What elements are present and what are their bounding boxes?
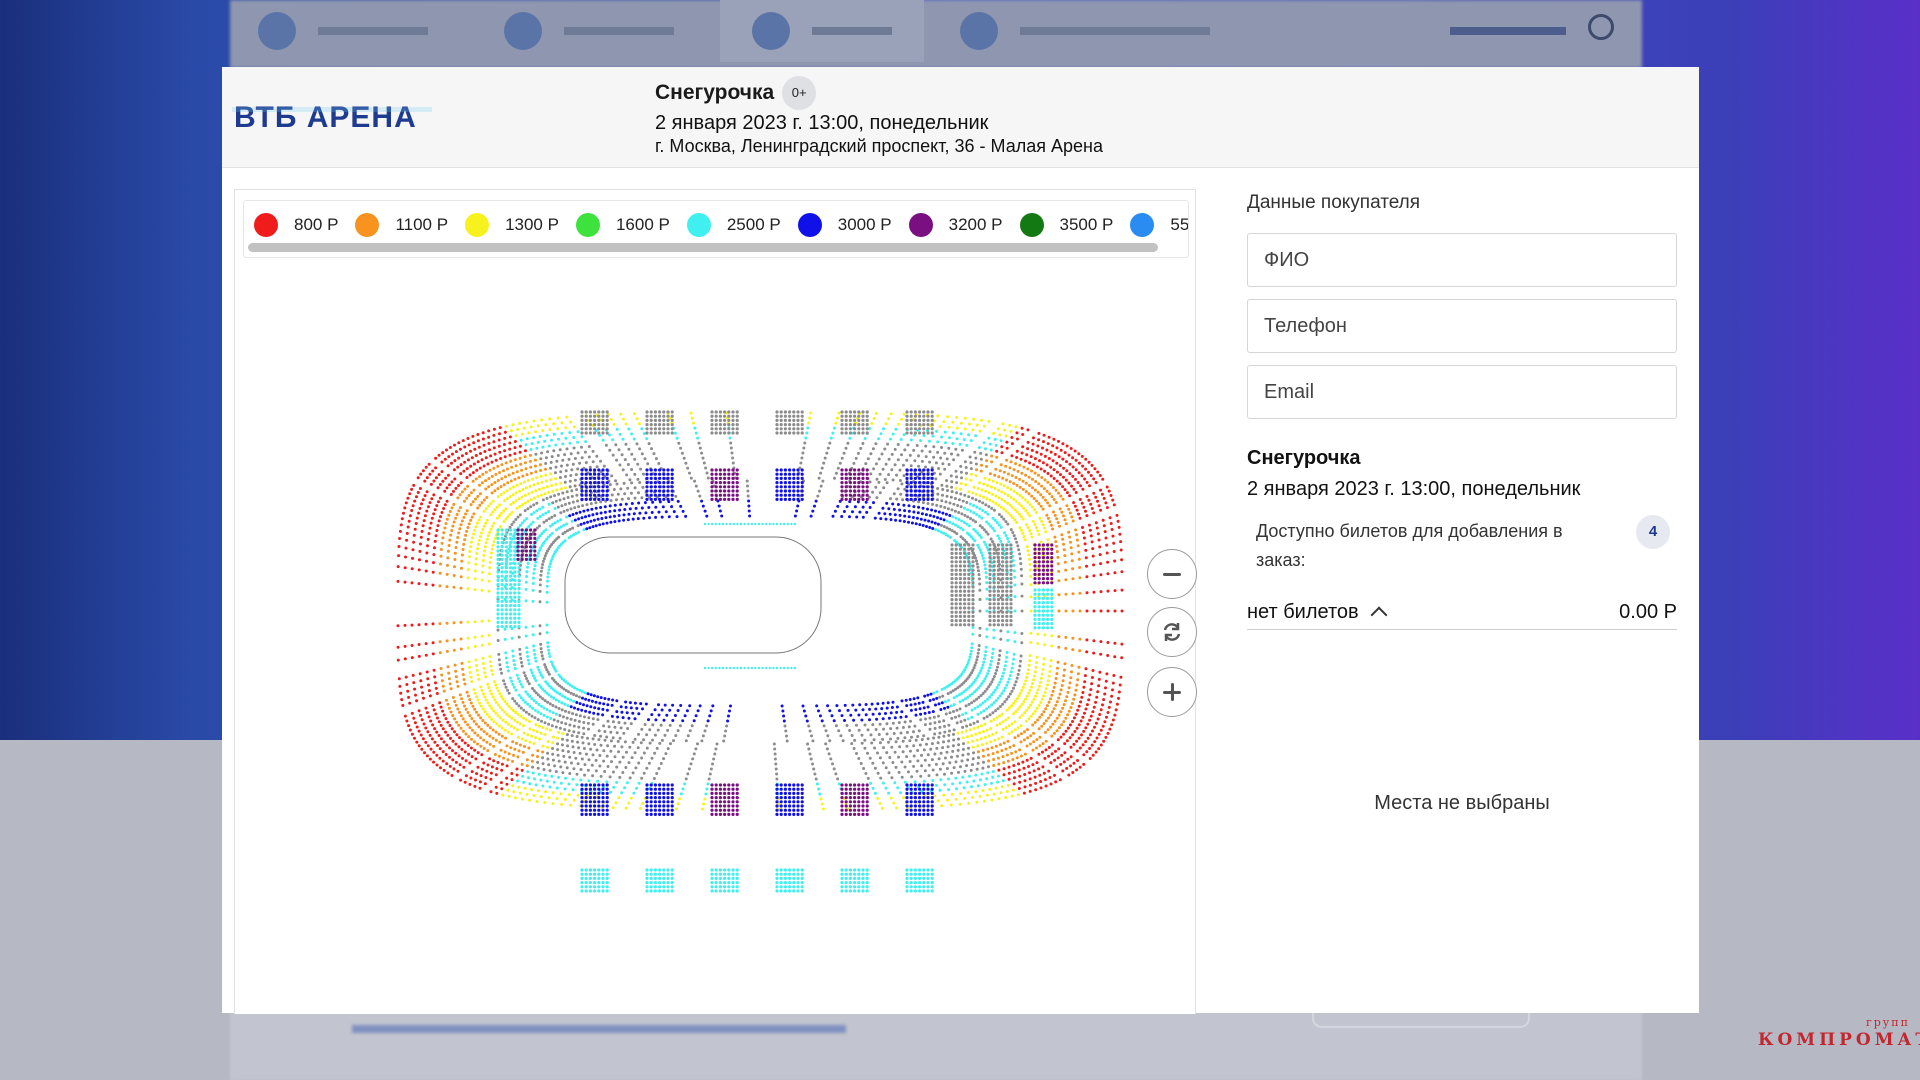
background-nav-3: [720, 0, 924, 62]
background-phone: [1450, 0, 1566, 62]
buyer-panel: Данные покупателя Снегурочка 2 января 20…: [1247, 67, 1687, 1013]
watermark: КОМПРОМАТ групп: [1758, 1016, 1920, 1050]
reset-view-button[interactable]: [1147, 607, 1197, 657]
no-seats-message: Места не выбраны: [1374, 792, 1550, 814]
email-input[interactable]: [1247, 365, 1677, 419]
legend-color-dot: [1130, 213, 1155, 237]
legend-price-label: 1300 Р: [505, 215, 559, 234]
legend-price-label: 3200 Р: [948, 215, 1003, 234]
legend-color-dot: [908, 213, 933, 237]
order-event-datetime: 2 января 2023 г. 13:00, понедельник: [1247, 478, 1581, 500]
available-tickets-label: Доступно билетов для добавления в заказ:: [1256, 521, 1563, 570]
order-event-title: Снегурочка: [1247, 447, 1361, 469]
legend-price-label: 1600 Р: [615, 215, 670, 234]
legend-color-dot: [355, 213, 380, 237]
background-nav-4: [960, 0, 1210, 62]
phone-input[interactable]: [1247, 299, 1677, 353]
legend-item[interactable]: 3200 Р: [908, 213, 1003, 237]
price-legend-items: 800 Р 1100 Р 1300 Р 1600 Р 2500 Р 3000 Р 3200 …: [254, 213, 1189, 237]
seat-map-panel: 800 Р 1100 Р 1300 Р 1600 Р 2500 Р 3000 Р 3200 …: [234, 189, 1196, 1014]
arena-floor: [564, 536, 822, 654]
legend-color-dot: [575, 213, 600, 237]
event-title: Снегурочка 0+: [655, 76, 817, 110]
background-nav-2: [504, 0, 674, 62]
legend-item[interactable]: 3000 Р: [797, 213, 892, 237]
legend-item[interactable]: 1100 Р: [355, 213, 448, 237]
legend-price-label: 800 Р: [294, 215, 339, 234]
event-title-text: Снегурочка: [655, 81, 775, 104]
watermark-text: КОМПРОМАТ: [1758, 1030, 1920, 1050]
legend-price-label: 3500 Р: [1059, 215, 1114, 234]
legend-item[interactable]: 2500 Р: [686, 213, 781, 237]
tickets-total-price: 0.00 Р: [1619, 600, 1677, 623]
svg-text:ВТБ АРЕНА: ВТБ АРЕНА: [234, 101, 417, 134]
background-footer-text: [352, 1020, 846, 1037]
background-search-icon: [1588, 14, 1614, 40]
legend-price-label: 3000 Р: [837, 215, 892, 234]
legend-color-dot: [797, 213, 822, 237]
price-legend: 800 Р 1100 Р 1300 Р 1600 Р 2500 Р 3000 Р 3200 …: [243, 200, 1189, 258]
legend-color-dot: [254, 213, 278, 237]
full-name-input[interactable]: [1247, 233, 1677, 287]
legend-item[interactable]: 3500 Р: [1019, 213, 1114, 237]
watermark-small-text: групп: [1866, 1016, 1910, 1029]
seat-map[interactable]: [235, 190, 1195, 1014]
background-site-header: [230, 0, 1642, 68]
legend-item[interactable]: 5500 Р: [1130, 213, 1189, 237]
legend-item[interactable]: 1600 Р: [575, 213, 670, 237]
event-datetime: 2 января 2023 г. 13:00, понедельник: [655, 112, 989, 134]
legend-price-label: 5500 Р: [1170, 215, 1189, 234]
age-rating-badge: 0+: [782, 76, 817, 110]
legend-color-dot: [465, 213, 490, 237]
legend-color-dot: [1019, 213, 1044, 237]
tickets-label-text: нет билетов: [1247, 600, 1359, 623]
chevron-up-icon: [1370, 606, 1388, 624]
available-tickets-count: 4: [1636, 515, 1670, 549]
background-footer-button: [1312, 1010, 1530, 1028]
seat-map-seats[interactable]: [396, 410, 1124, 893]
minus-icon: [1163, 572, 1181, 576]
modal-header: ВТБ АРЕНА Снегурочка 0+ 2 января 2023 г.…: [222, 67, 1699, 168]
tickets-summary-label: нет билетов: [1247, 600, 1388, 624]
legend-price-label: 1100 Р: [395, 215, 449, 234]
legend-scrollbar[interactable]: [248, 243, 1158, 252]
background-nav-1: [258, 0, 428, 62]
legend-item[interactable]: 1300 Р: [465, 213, 559, 237]
legend-item[interactable]: 800 Р: [254, 213, 338, 237]
zoom-out-button[interactable]: [1147, 549, 1197, 599]
buyer-heading: Данные покупателя: [1247, 192, 1421, 213]
vtb-arena-logo: ВТБ АРЕНА: [232, 101, 432, 134]
refresh-icon: [1163, 623, 1181, 641]
legend-color-dot: [686, 213, 711, 237]
plus-icon: [1163, 683, 1181, 701]
legend-price-label: 2500 Р: [726, 215, 781, 234]
event-venue: г. Москва, Ленинградский проспект, 36 - …: [655, 136, 1103, 156]
tickets-summary-toggle[interactable]: нет билетов 0.00 Р: [1247, 595, 1677, 630]
ticket-modal: ВТБ АРЕНА Снегурочка 0+ 2 января 2023 г.…: [222, 67, 1699, 1014]
zoom-in-button[interactable]: [1147, 667, 1197, 717]
